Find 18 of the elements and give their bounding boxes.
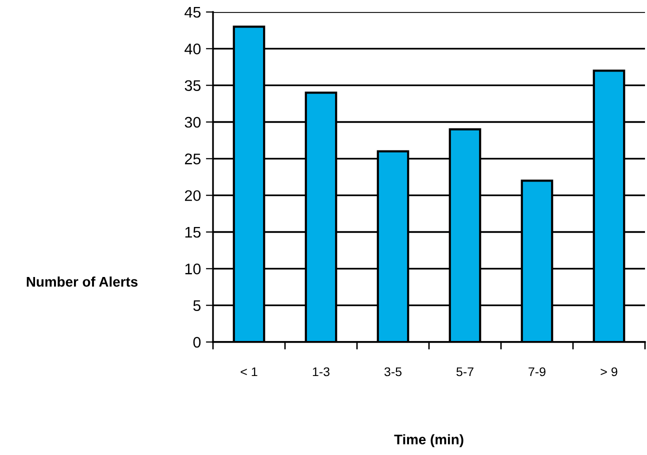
y-axis-title: Number of Alerts bbox=[26, 276, 138, 287]
y-tick-label: 45 bbox=[184, 7, 201, 18]
y-tick-label: 30 bbox=[184, 116, 201, 128]
x-tick-label: 3-5 bbox=[384, 367, 402, 376]
y-tick-label: 15 bbox=[185, 227, 201, 238]
x-tick-label: 7-9 bbox=[528, 367, 546, 376]
y-tick-label: 0 bbox=[193, 336, 201, 348]
x-tick-label: 5-7 bbox=[456, 367, 474, 376]
x-axis-title: Time (min) bbox=[394, 434, 464, 448]
y-tick-label: 5 bbox=[193, 300, 201, 312]
x-tick-label: > 9 bbox=[600, 367, 618, 376]
y-tick-label: 10 bbox=[185, 264, 201, 274]
x-tick-label: 1-3 bbox=[312, 367, 330, 376]
x-tick-label: < 1 bbox=[240, 367, 258, 376]
y-tick-label: 40 bbox=[184, 44, 201, 54]
y-tick-label: 20 bbox=[184, 190, 201, 202]
y-tick-label: 25 bbox=[184, 154, 201, 164]
y-tick-label: 35 bbox=[184, 80, 201, 92]
